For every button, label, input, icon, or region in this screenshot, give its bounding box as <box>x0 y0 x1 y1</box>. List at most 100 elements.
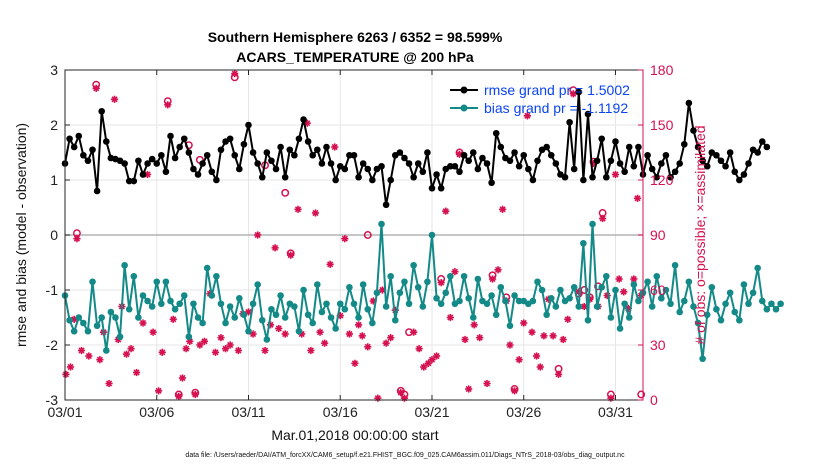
obs-assimilated-point <box>254 231 262 239</box>
bias-point <box>208 292 216 299</box>
bias-point <box>538 286 546 294</box>
rmse-point <box>506 157 514 165</box>
rmse-point <box>98 107 105 115</box>
y-tick-label: 3 <box>50 62 58 78</box>
bias-point <box>534 278 541 286</box>
rmse-point <box>185 149 193 156</box>
obs-assimilated-point <box>470 321 478 329</box>
rmse-point <box>593 157 601 165</box>
obs-assimilated-point <box>105 379 113 388</box>
legend-bias-label: bias grand pr = -1.1192 <box>484 100 628 116</box>
rmse-point <box>575 88 583 96</box>
y-right-tick-label: 150 <box>650 117 674 133</box>
bias-point <box>309 319 317 327</box>
bias-point <box>80 319 87 327</box>
rmse-point <box>341 165 349 173</box>
rmse-point <box>300 116 307 123</box>
rmse-point <box>717 157 725 165</box>
y-tick-label: -1 <box>46 282 59 298</box>
obs-possible-point <box>637 390 646 399</box>
obs-assimilated-point <box>420 363 428 371</box>
rmse-point <box>671 168 679 176</box>
y-right-tick-label: 180 <box>650 62 674 78</box>
rmse-point <box>171 154 179 162</box>
obs-possible-point <box>405 328 413 337</box>
rmse-point <box>607 157 615 165</box>
rmse-point <box>561 173 569 181</box>
rmse-point <box>658 160 665 167</box>
bias-point <box>566 294 573 302</box>
y-right-axis-label: # of obs: o=possible; ×=assimilated <box>692 125 708 344</box>
obs-assimilated-point <box>178 374 187 382</box>
rmse-point <box>268 157 275 165</box>
bias-point <box>662 286 670 294</box>
y-right-tick-label: 0 <box>650 392 658 408</box>
rmse-point <box>694 143 702 151</box>
obs-assimilated-point <box>387 334 395 342</box>
bias-point <box>341 305 349 313</box>
bias-point <box>66 316 73 324</box>
rmse-point <box>680 140 688 148</box>
bias-point <box>167 297 174 305</box>
obs-assimilated-point <box>234 346 242 355</box>
rmse-point <box>722 162 729 170</box>
obs-assimilated-point <box>432 352 441 360</box>
bias-point <box>176 300 183 308</box>
obs-possible-point <box>554 364 563 373</box>
rmse-point <box>130 177 138 185</box>
obs-assimilated-point <box>611 170 620 179</box>
bias-point <box>346 283 353 291</box>
rmse-point <box>635 143 642 151</box>
obs-assimilated-point <box>294 205 302 213</box>
legend: rmse grand pr = 1.5002 bias grand pr = -… <box>450 82 630 116</box>
obs-assimilated-point <box>461 335 469 344</box>
rmse-point <box>350 151 358 159</box>
bias-point <box>593 303 601 310</box>
bias-point <box>690 303 697 310</box>
obs-assimilated-point <box>326 260 334 268</box>
x-tick-label: 03/31 <box>598 404 633 420</box>
bias-point <box>158 300 165 308</box>
bias-point <box>708 283 716 291</box>
rmse-point <box>217 146 225 154</box>
bias-point <box>93 322 101 330</box>
obs-assimilated-point <box>536 363 544 371</box>
x-tick-label: 03/21 <box>414 404 449 420</box>
bias-point <box>102 347 110 354</box>
bias-point <box>433 294 440 302</box>
bias-point <box>121 261 128 269</box>
obs-assimilated-point <box>515 356 523 364</box>
bias-point <box>777 300 784 308</box>
obs-assimilated-point <box>523 112 531 120</box>
legend-bias-marker <box>460 104 468 112</box>
rmse-point <box>378 162 385 170</box>
bias-point <box>680 297 688 305</box>
bias-point <box>736 316 743 324</box>
rmse-point <box>236 165 243 173</box>
bias-point <box>570 283 578 291</box>
y-right-tick-label: 60 <box>650 282 666 298</box>
bias-point <box>667 300 674 308</box>
rmse-point <box>309 151 317 159</box>
rmse-point <box>580 176 587 184</box>
rmse-point <box>740 171 748 178</box>
bias-point <box>98 314 105 321</box>
bias-point <box>658 294 665 302</box>
bias-series <box>61 220 784 363</box>
bias-point <box>726 289 734 297</box>
bias-point <box>153 278 161 286</box>
obs-possible-point <box>510 385 519 393</box>
obs-assimilated-point <box>451 268 459 276</box>
rmse-point <box>190 165 197 173</box>
obs_possible-series <box>72 73 646 399</box>
bias-point <box>635 297 642 305</box>
bias-point <box>414 283 422 291</box>
bias-point <box>648 303 656 310</box>
bias-point <box>116 333 124 341</box>
obs-assimilated-point <box>132 368 141 377</box>
obs-assimilated-point <box>554 370 563 378</box>
bias-point <box>442 289 450 297</box>
bias-point <box>107 308 115 316</box>
bias-point <box>144 297 151 305</box>
obs-assimilated-point <box>158 348 166 356</box>
